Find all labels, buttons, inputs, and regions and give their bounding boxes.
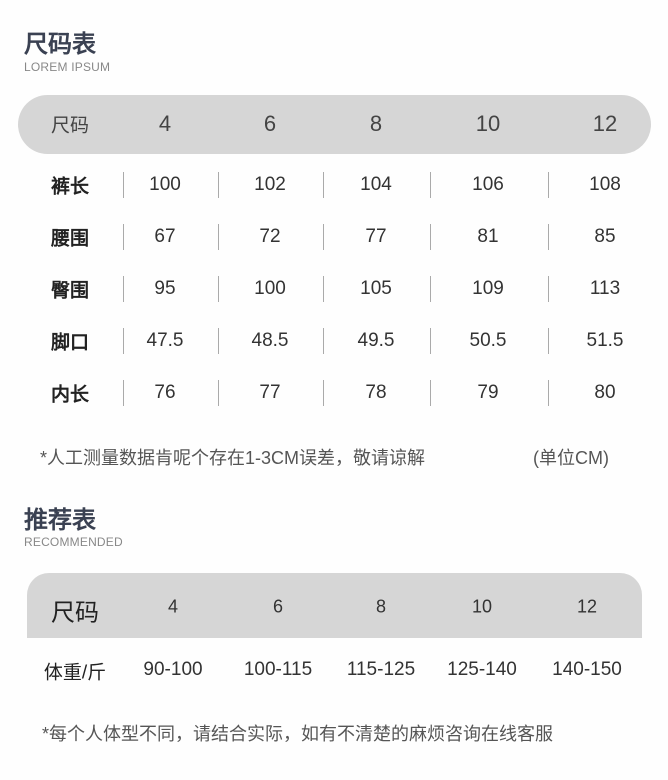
column-divider: [548, 276, 549, 302]
table-cell: 50.5: [469, 330, 507, 351]
column-divider: [218, 276, 219, 302]
table-cell: 104: [360, 174, 392, 195]
header-size: 12: [576, 596, 598, 617]
size-chart-title: 尺码表: [24, 31, 96, 58]
column-divider: [430, 380, 431, 406]
header-size-label: 尺码: [51, 599, 99, 627]
column-divider: [323, 224, 324, 250]
column-divider: [548, 172, 549, 198]
table-cell: 77: [259, 382, 281, 403]
table-cell: 115-125: [346, 659, 416, 680]
recommend-title: 推荐表: [24, 507, 96, 534]
header-size: 10: [475, 111, 501, 136]
header-size: 10: [471, 596, 493, 617]
column-divider: [548, 224, 549, 250]
column-divider: [123, 380, 124, 406]
table-cell: 47.5: [146, 330, 184, 351]
size-chart-header: [18, 95, 651, 154]
column-divider: [123, 276, 124, 302]
column-divider: [323, 276, 324, 302]
row-label: 体重/斤: [43, 662, 107, 684]
column-divider: [123, 224, 124, 250]
table-cell: 125-140: [447, 659, 517, 680]
header-size: 6: [263, 111, 277, 136]
table-cell: 80: [594, 382, 616, 403]
row-label: 臀围: [50, 280, 90, 302]
column-divider: [430, 328, 431, 354]
header-size-label: 尺码: [50, 115, 90, 137]
table-cell: 79: [477, 382, 499, 403]
header-size: 6: [272, 596, 284, 617]
column-divider: [123, 172, 124, 198]
header-size: 12: [592, 111, 618, 136]
column-divider: [548, 328, 549, 354]
column-divider: [123, 328, 124, 354]
table-cell: 85: [594, 226, 616, 247]
table-cell: 100: [149, 174, 181, 195]
header-size: 4: [167, 596, 179, 617]
header-size: 4: [158, 111, 172, 136]
table-cell: 76: [154, 382, 176, 403]
table-cell: 51.5: [586, 330, 624, 351]
table-cell: 77: [365, 226, 387, 247]
column-divider: [323, 328, 324, 354]
column-divider: [323, 172, 324, 198]
row-label: 脚口: [50, 332, 90, 354]
table-cell: 140-150: [552, 659, 622, 680]
size-chart-subtitle: LOREM IPSUM: [24, 60, 111, 74]
column-divider: [430, 276, 431, 302]
table-cell: 81: [477, 226, 499, 247]
column-divider: [218, 172, 219, 198]
table-cell: 72: [259, 226, 281, 247]
recommend-subtitle: RECOMMENDED: [24, 535, 123, 549]
header-size: 8: [375, 596, 387, 617]
row-label: 腰围: [50, 228, 90, 250]
table-cell: 48.5: [251, 330, 289, 351]
table-cell: 100-115: [243, 659, 313, 680]
column-divider: [218, 328, 219, 354]
table-cell: 100: [254, 278, 286, 299]
column-divider: [548, 380, 549, 406]
table-cell: 109: [472, 278, 504, 299]
column-divider: [218, 380, 219, 406]
row-label: 裤长: [50, 176, 90, 198]
table-cell: 67: [154, 226, 176, 247]
column-divider: [218, 224, 219, 250]
measurement-note: *人工测量数据肯呢个存在1-3CM误差，敬请谅解: [40, 448, 426, 468]
recommend-header: [27, 573, 642, 638]
table-cell: 95: [154, 278, 176, 299]
table-cell: 106: [472, 174, 504, 195]
table-cell: 90-100: [143, 659, 203, 680]
table-cell: 102: [254, 174, 286, 195]
recommend-note: *每个人体型不同，请结合实际，如有不清楚的麻烦咨询在线客服: [42, 724, 554, 744]
row-label: 内长: [50, 384, 90, 406]
column-divider: [323, 380, 324, 406]
table-cell: 78: [365, 382, 387, 403]
column-divider: [430, 224, 431, 250]
table-cell: 108: [589, 174, 621, 195]
table-cell: 113: [589, 278, 621, 299]
table-cell: 49.5: [357, 330, 395, 351]
header-size: 8: [369, 111, 383, 136]
table-cell: 105: [360, 278, 392, 299]
unit-label: (单位CM): [533, 448, 609, 468]
column-divider: [430, 172, 431, 198]
